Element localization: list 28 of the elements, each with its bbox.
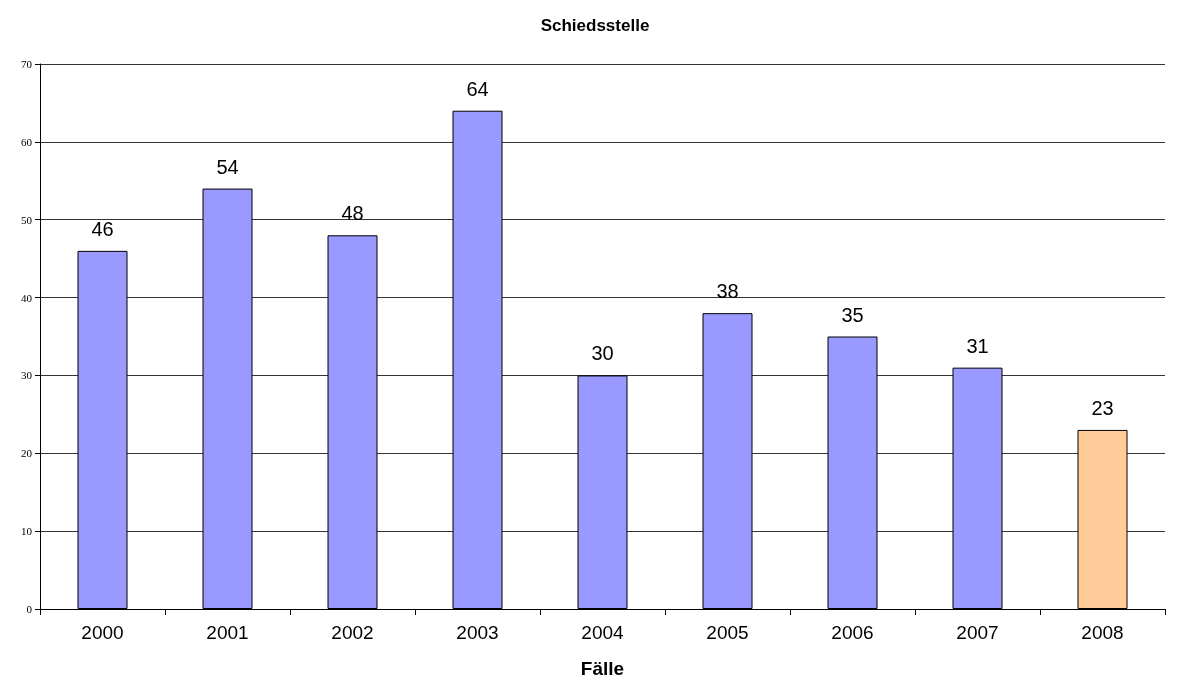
y-tick-label: 0 (26, 603, 33, 615)
data-label: 54 (216, 155, 239, 178)
data-label: 46 (91, 217, 114, 240)
y-tick-label: 50 (21, 213, 33, 226)
y-tick-label: 60 (21, 135, 33, 148)
x-tick-label: 2006 (831, 622, 874, 643)
y-tick-label: 30 (21, 369, 33, 382)
x-tick-label: 2008 (1081, 622, 1124, 643)
y-tick-label: 20 (21, 447, 33, 460)
x-tick-label: 2001 (206, 622, 249, 643)
x-tick-label: 2000 (81, 622, 124, 643)
x-tick-label: 2005 (706, 622, 749, 643)
data-label: 35 (841, 303, 864, 326)
y-tick-label: 10 (21, 525, 33, 538)
data-label: 64 (466, 77, 489, 100)
data-label: 31 (966, 334, 989, 357)
chart-title: Schiedsstelle (540, 16, 650, 35)
data-label: 30 (591, 342, 614, 365)
y-tick-label: 70 (21, 58, 33, 70)
data-label: 38 (716, 280, 739, 303)
x-axis-title: Fälle (580, 658, 625, 679)
y-tick-label: 40 (21, 291, 33, 304)
x-tick-label: 2007 (956, 622, 999, 643)
data-label: 23 (1091, 396, 1114, 419)
x-tick-label: 2002 (331, 622, 374, 643)
x-tick-label: 2003 (456, 622, 499, 643)
x-tick-label: 2004 (581, 622, 625, 643)
data-label: 48 (341, 202, 364, 225)
